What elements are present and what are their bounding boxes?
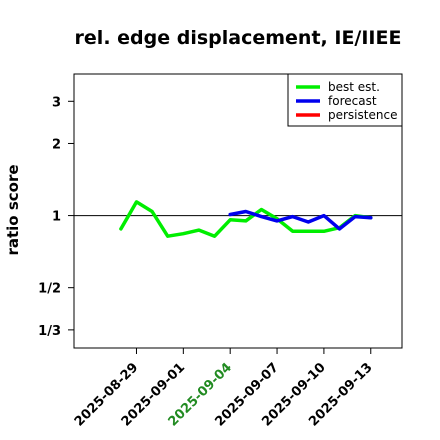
y-tick-label: 1/3 <box>38 324 61 339</box>
y-axis: 1/3 1/2 1 2 3 <box>38 95 74 339</box>
series-layer <box>119 200 373 238</box>
plot-frame <box>73 73 403 349</box>
series-line-best-est <box>119 200 373 238</box>
y-tick-label: 2 <box>52 137 61 152</box>
x-axis: 2025-08-292025-09-012025-09-042025-09-07… <box>72 348 376 430</box>
y-tick-label: 1/2 <box>38 282 61 297</box>
legend-label: forecast <box>328 94 377 108</box>
series-line-forecast <box>228 209 373 231</box>
chart-title: rel. edge displacement, IE/IIEE <box>75 27 402 49</box>
legend-label: best est. <box>328 80 380 94</box>
y-axis-label: ratio score <box>4 164 22 255</box>
legend-label: persistence <box>328 108 397 122</box>
y-tick-label: 3 <box>52 95 61 110</box>
y-tick-label: 1 <box>52 210 61 225</box>
